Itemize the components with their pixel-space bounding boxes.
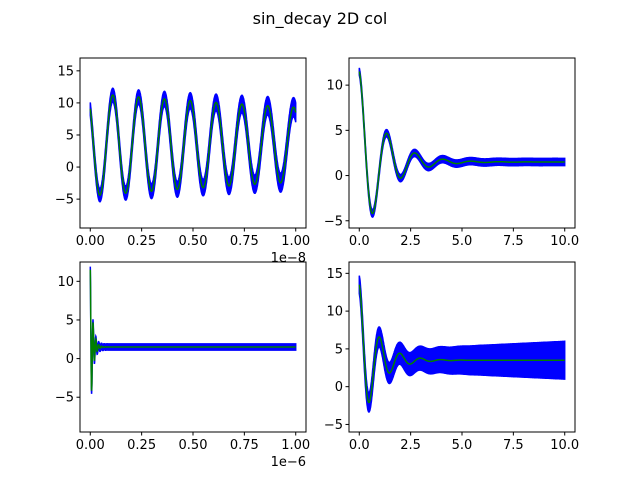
series-noisy-samples [358, 67, 566, 218]
subplot-top-right: 0.0 2.5 5.0 7.5 10.0 −5 0 5 10 [324, 57, 579, 249]
axes-frame [79, 57, 307, 229]
y-tick-label: −5 [55, 193, 74, 208]
y-tick-label: 0 [335, 169, 343, 184]
x-tick-label: 0.75 [230, 234, 259, 249]
x-tick-label: 0.00 [76, 234, 105, 249]
x-tick-label: 0.75 [230, 438, 259, 453]
y-tick-label: 10 [57, 275, 74, 290]
x-offset-label: 1e−6 [271, 455, 306, 470]
figure-title: sin_decay 2D col [253, 9, 388, 29]
x-tick-label: 2.5 [400, 438, 421, 453]
y-tick-label: 5 [66, 128, 74, 143]
x-tick-label: 0.0 [349, 234, 370, 249]
x-tick-label: 1.00 [281, 234, 310, 249]
y-tick-label: −5 [55, 391, 74, 406]
y-tick-label: 10 [57, 96, 74, 111]
x-tick-label: 0.00 [76, 438, 105, 453]
series-mean [89, 94, 297, 197]
y-tick-label: 0 [335, 380, 343, 395]
series-mean [358, 284, 565, 404]
y-tick-label: −5 [324, 418, 343, 433]
subplot-bottom-right: 0.0 2.5 5.0 7.5 10.0 −5 0 5 10 15 [324, 261, 579, 453]
subplot-top-left: 0.00 0.25 0.50 0.75 1.00 −5 0 5 10 15 1e−8 [55, 57, 310, 266]
x-tick-label: 10.0 [550, 234, 579, 249]
series-noisy-samples [89, 266, 297, 394]
series-noisy-samples [358, 275, 566, 413]
x-tick-label: 5.0 [452, 438, 473, 453]
y-tick-label: 10 [326, 79, 343, 94]
y-tick-label: −5 [324, 214, 343, 229]
series-mean [89, 269, 296, 391]
x-tick-label: 0.25 [127, 234, 156, 249]
x-tick-label: 7.5 [503, 234, 524, 249]
y-tick-label: 5 [335, 124, 343, 139]
x-tick-label: 0.50 [179, 234, 208, 249]
series-mean [358, 71, 565, 215]
y-tick-label: 15 [57, 64, 74, 79]
x-tick-label: 0.50 [179, 438, 208, 453]
subplot-bottom-left: 0.00 0.25 0.50 0.75 1.00 −5 0 5 10 1e−6 [55, 261, 310, 470]
y-tick-label: 10 [326, 305, 343, 320]
x-tick-label: 10.0 [550, 438, 579, 453]
y-tick-label: 5 [335, 342, 343, 357]
y-tick-label: 5 [66, 313, 74, 328]
y-tick-label: 0 [66, 352, 74, 367]
x-tick-label: 0.25 [127, 438, 156, 453]
y-tick-label: 15 [326, 267, 343, 282]
x-tick-label: 7.5 [503, 438, 524, 453]
x-tick-label: 2.5 [400, 234, 421, 249]
series-noisy-samples [89, 87, 297, 203]
y-tick-label: 0 [66, 161, 74, 176]
x-offset-label: 1e−8 [271, 251, 306, 266]
x-tick-label: 0.0 [349, 438, 370, 453]
x-tick-label: 5.0 [452, 234, 473, 249]
x-tick-label: 1.00 [281, 438, 310, 453]
